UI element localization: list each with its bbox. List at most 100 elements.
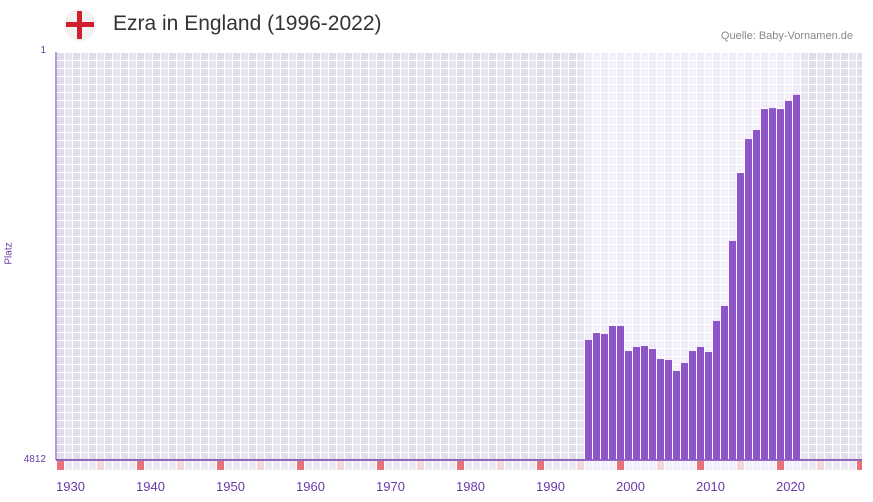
grid-cell xyxy=(321,237,328,244)
grid-cell xyxy=(209,53,216,60)
grid-cell xyxy=(801,269,808,276)
grid-cell xyxy=(465,165,472,172)
grid-cell xyxy=(73,149,80,156)
year-marker xyxy=(361,461,368,470)
grid-cell xyxy=(385,109,392,116)
grid-cell xyxy=(337,317,344,324)
grid-cell xyxy=(369,245,376,252)
grid-cell xyxy=(225,85,232,92)
grid-cell xyxy=(57,69,64,76)
grid-cell xyxy=(601,245,608,252)
grid-cell xyxy=(705,69,712,76)
grid-cell xyxy=(257,237,264,244)
grid-cell xyxy=(65,205,72,212)
grid-cell xyxy=(457,173,464,180)
grid-cell xyxy=(697,253,704,260)
grid-cell xyxy=(505,293,512,300)
grid-cell xyxy=(57,317,64,324)
grid-cell xyxy=(281,389,288,396)
grid-cell xyxy=(473,349,480,356)
grid-cell xyxy=(809,181,816,188)
grid-cell xyxy=(449,277,456,284)
grid-cell xyxy=(425,445,432,452)
year-marker xyxy=(329,461,336,470)
grid-cell xyxy=(665,285,672,292)
grid-cell xyxy=(569,237,576,244)
grid-cell xyxy=(105,237,112,244)
grid-cell xyxy=(377,109,384,116)
grid-cell xyxy=(817,141,824,148)
grid-cell xyxy=(393,197,400,204)
grid-cell xyxy=(785,69,792,76)
grid-cell xyxy=(369,349,376,356)
grid-cell xyxy=(313,69,320,76)
grid-cell xyxy=(689,125,696,132)
grid-cell xyxy=(169,149,176,156)
grid-cell xyxy=(129,165,136,172)
grid-cell xyxy=(81,221,88,228)
grid-cell xyxy=(529,261,536,268)
grid-cell xyxy=(129,229,136,236)
grid-cell xyxy=(777,101,784,108)
grid-cell xyxy=(281,197,288,204)
grid-cell xyxy=(105,357,112,364)
grid-cell xyxy=(697,261,704,268)
grid-cell xyxy=(305,213,312,220)
grid-cell xyxy=(241,429,248,436)
grid-cell xyxy=(657,173,664,180)
grid-cell xyxy=(481,245,488,252)
grid-cell xyxy=(425,165,432,172)
source-link[interactable]: Quelle: Baby-Vornamen.de xyxy=(720,30,853,42)
grid-cell xyxy=(385,357,392,364)
grid-cell xyxy=(265,181,272,188)
grid-cell xyxy=(441,373,448,380)
grid-cell xyxy=(521,317,528,324)
grid-cell xyxy=(529,437,536,444)
grid-cell xyxy=(177,405,184,412)
grid-cell xyxy=(345,101,352,108)
grid-cell xyxy=(441,445,448,452)
grid-cell xyxy=(713,205,720,212)
grid-cell xyxy=(329,157,336,164)
grid-cell xyxy=(665,85,672,92)
grid-cell xyxy=(561,245,568,252)
grid-cell xyxy=(249,437,256,444)
grid-cell xyxy=(193,453,200,460)
grid-cell xyxy=(489,381,496,388)
grid-cell xyxy=(361,85,368,92)
grid-cell xyxy=(505,453,512,460)
grid-cell xyxy=(537,261,544,268)
grid-cell xyxy=(97,245,104,252)
grid-cell xyxy=(137,181,144,188)
grid-cell xyxy=(593,269,600,276)
grid-cell xyxy=(433,133,440,140)
grid-cell xyxy=(161,341,168,348)
grid-cell xyxy=(153,101,160,108)
grid-cell xyxy=(401,445,408,452)
grid-cell xyxy=(145,309,152,316)
grid-cell xyxy=(265,269,272,276)
grid-cell xyxy=(433,221,440,228)
grid-cell xyxy=(273,437,280,444)
grid-cell xyxy=(377,341,384,348)
grid-cell xyxy=(249,213,256,220)
grid-cell xyxy=(769,85,776,92)
grid-cell xyxy=(73,413,80,420)
grid-cell xyxy=(369,325,376,332)
grid-cell xyxy=(449,61,456,68)
grid-cell xyxy=(265,381,272,388)
grid-cell xyxy=(657,141,664,148)
grid-cell xyxy=(817,333,824,340)
grid-cell xyxy=(673,125,680,132)
grid-cell xyxy=(337,245,344,252)
grid-cell xyxy=(625,189,632,196)
grid-cell xyxy=(225,429,232,436)
grid-cell xyxy=(225,221,232,228)
grid-cell xyxy=(329,197,336,204)
grid-cell xyxy=(649,237,656,244)
grid-cell xyxy=(585,109,592,116)
grid-cell xyxy=(673,101,680,108)
england-flag-icon xyxy=(64,9,96,41)
grid-cell xyxy=(593,165,600,172)
grid-cell xyxy=(329,93,336,100)
